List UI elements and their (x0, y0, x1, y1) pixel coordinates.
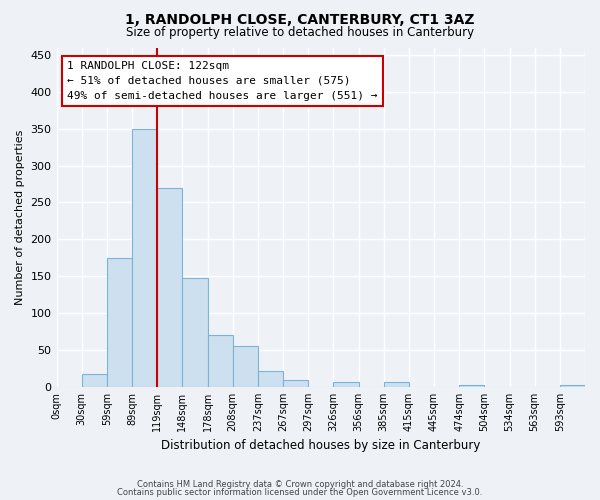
X-axis label: Distribution of detached houses by size in Canterbury: Distribution of detached houses by size … (161, 440, 481, 452)
Bar (334, 382, 359, 387)
Y-axis label: Number of detached properties: Number of detached properties (15, 130, 25, 305)
Text: Size of property relative to detached houses in Canterbury: Size of property relative to detached ho… (126, 26, 474, 39)
Bar (82, 374, 107, 387)
Text: Contains HM Land Registry data © Crown copyright and database right 2024.: Contains HM Land Registry data © Crown c… (137, 480, 463, 489)
Bar (107, 258, 132, 387)
Bar (233, 346, 258, 387)
Bar (132, 128, 157, 387)
Bar (157, 188, 182, 387)
Bar (182, 278, 208, 387)
Text: Contains public sector information licensed under the Open Government Licence v3: Contains public sector information licen… (118, 488, 482, 497)
Bar (560, 386, 585, 387)
Bar (258, 370, 283, 387)
Bar (383, 382, 409, 387)
Text: 1 RANDOLPH CLOSE: 122sqm
← 51% of detached houses are smaller (575)
49% of semi-: 1 RANDOLPH CLOSE: 122sqm ← 51% of detach… (67, 61, 377, 100)
Bar (283, 380, 308, 387)
Text: 1, RANDOLPH CLOSE, CANTERBURY, CT1 3AZ: 1, RANDOLPH CLOSE, CANTERBURY, CT1 3AZ (125, 12, 475, 26)
Bar (208, 336, 233, 387)
Bar (459, 386, 484, 387)
